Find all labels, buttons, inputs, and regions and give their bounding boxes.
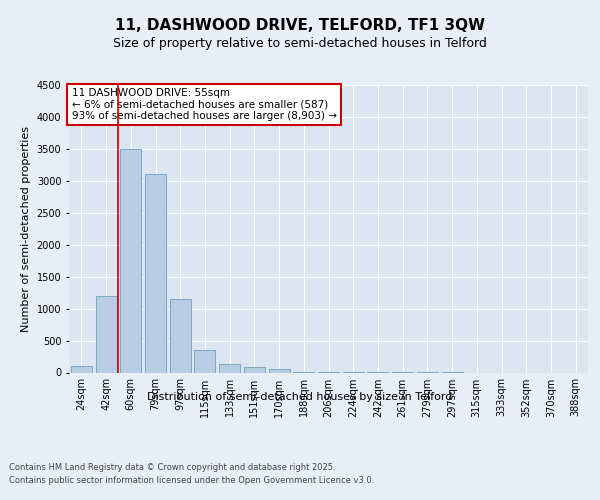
Bar xyxy=(269,370,290,372)
Bar xyxy=(219,364,240,372)
Bar xyxy=(170,299,191,372)
Bar xyxy=(95,296,116,372)
Text: Contains HM Land Registry data © Crown copyright and database right 2025.: Contains HM Land Registry data © Crown c… xyxy=(9,462,335,471)
Text: Size of property relative to semi-detached houses in Telford: Size of property relative to semi-detach… xyxy=(113,38,487,51)
Bar xyxy=(120,149,141,372)
Text: 11, DASHWOOD DRIVE, TELFORD, TF1 3QW: 11, DASHWOOD DRIVE, TELFORD, TF1 3QW xyxy=(115,18,485,32)
Bar xyxy=(71,366,92,372)
Bar xyxy=(194,350,215,372)
Text: Distribution of semi-detached houses by size in Telford: Distribution of semi-detached houses by … xyxy=(148,392,452,402)
Y-axis label: Number of semi-detached properties: Number of semi-detached properties xyxy=(21,126,31,332)
Text: 11 DASHWOOD DRIVE: 55sqm
← 6% of semi-detached houses are smaller (587)
93% of s: 11 DASHWOOD DRIVE: 55sqm ← 6% of semi-de… xyxy=(71,88,337,121)
Text: Contains public sector information licensed under the Open Government Licence v3: Contains public sector information licen… xyxy=(9,476,374,485)
Bar xyxy=(244,368,265,372)
Bar xyxy=(145,174,166,372)
